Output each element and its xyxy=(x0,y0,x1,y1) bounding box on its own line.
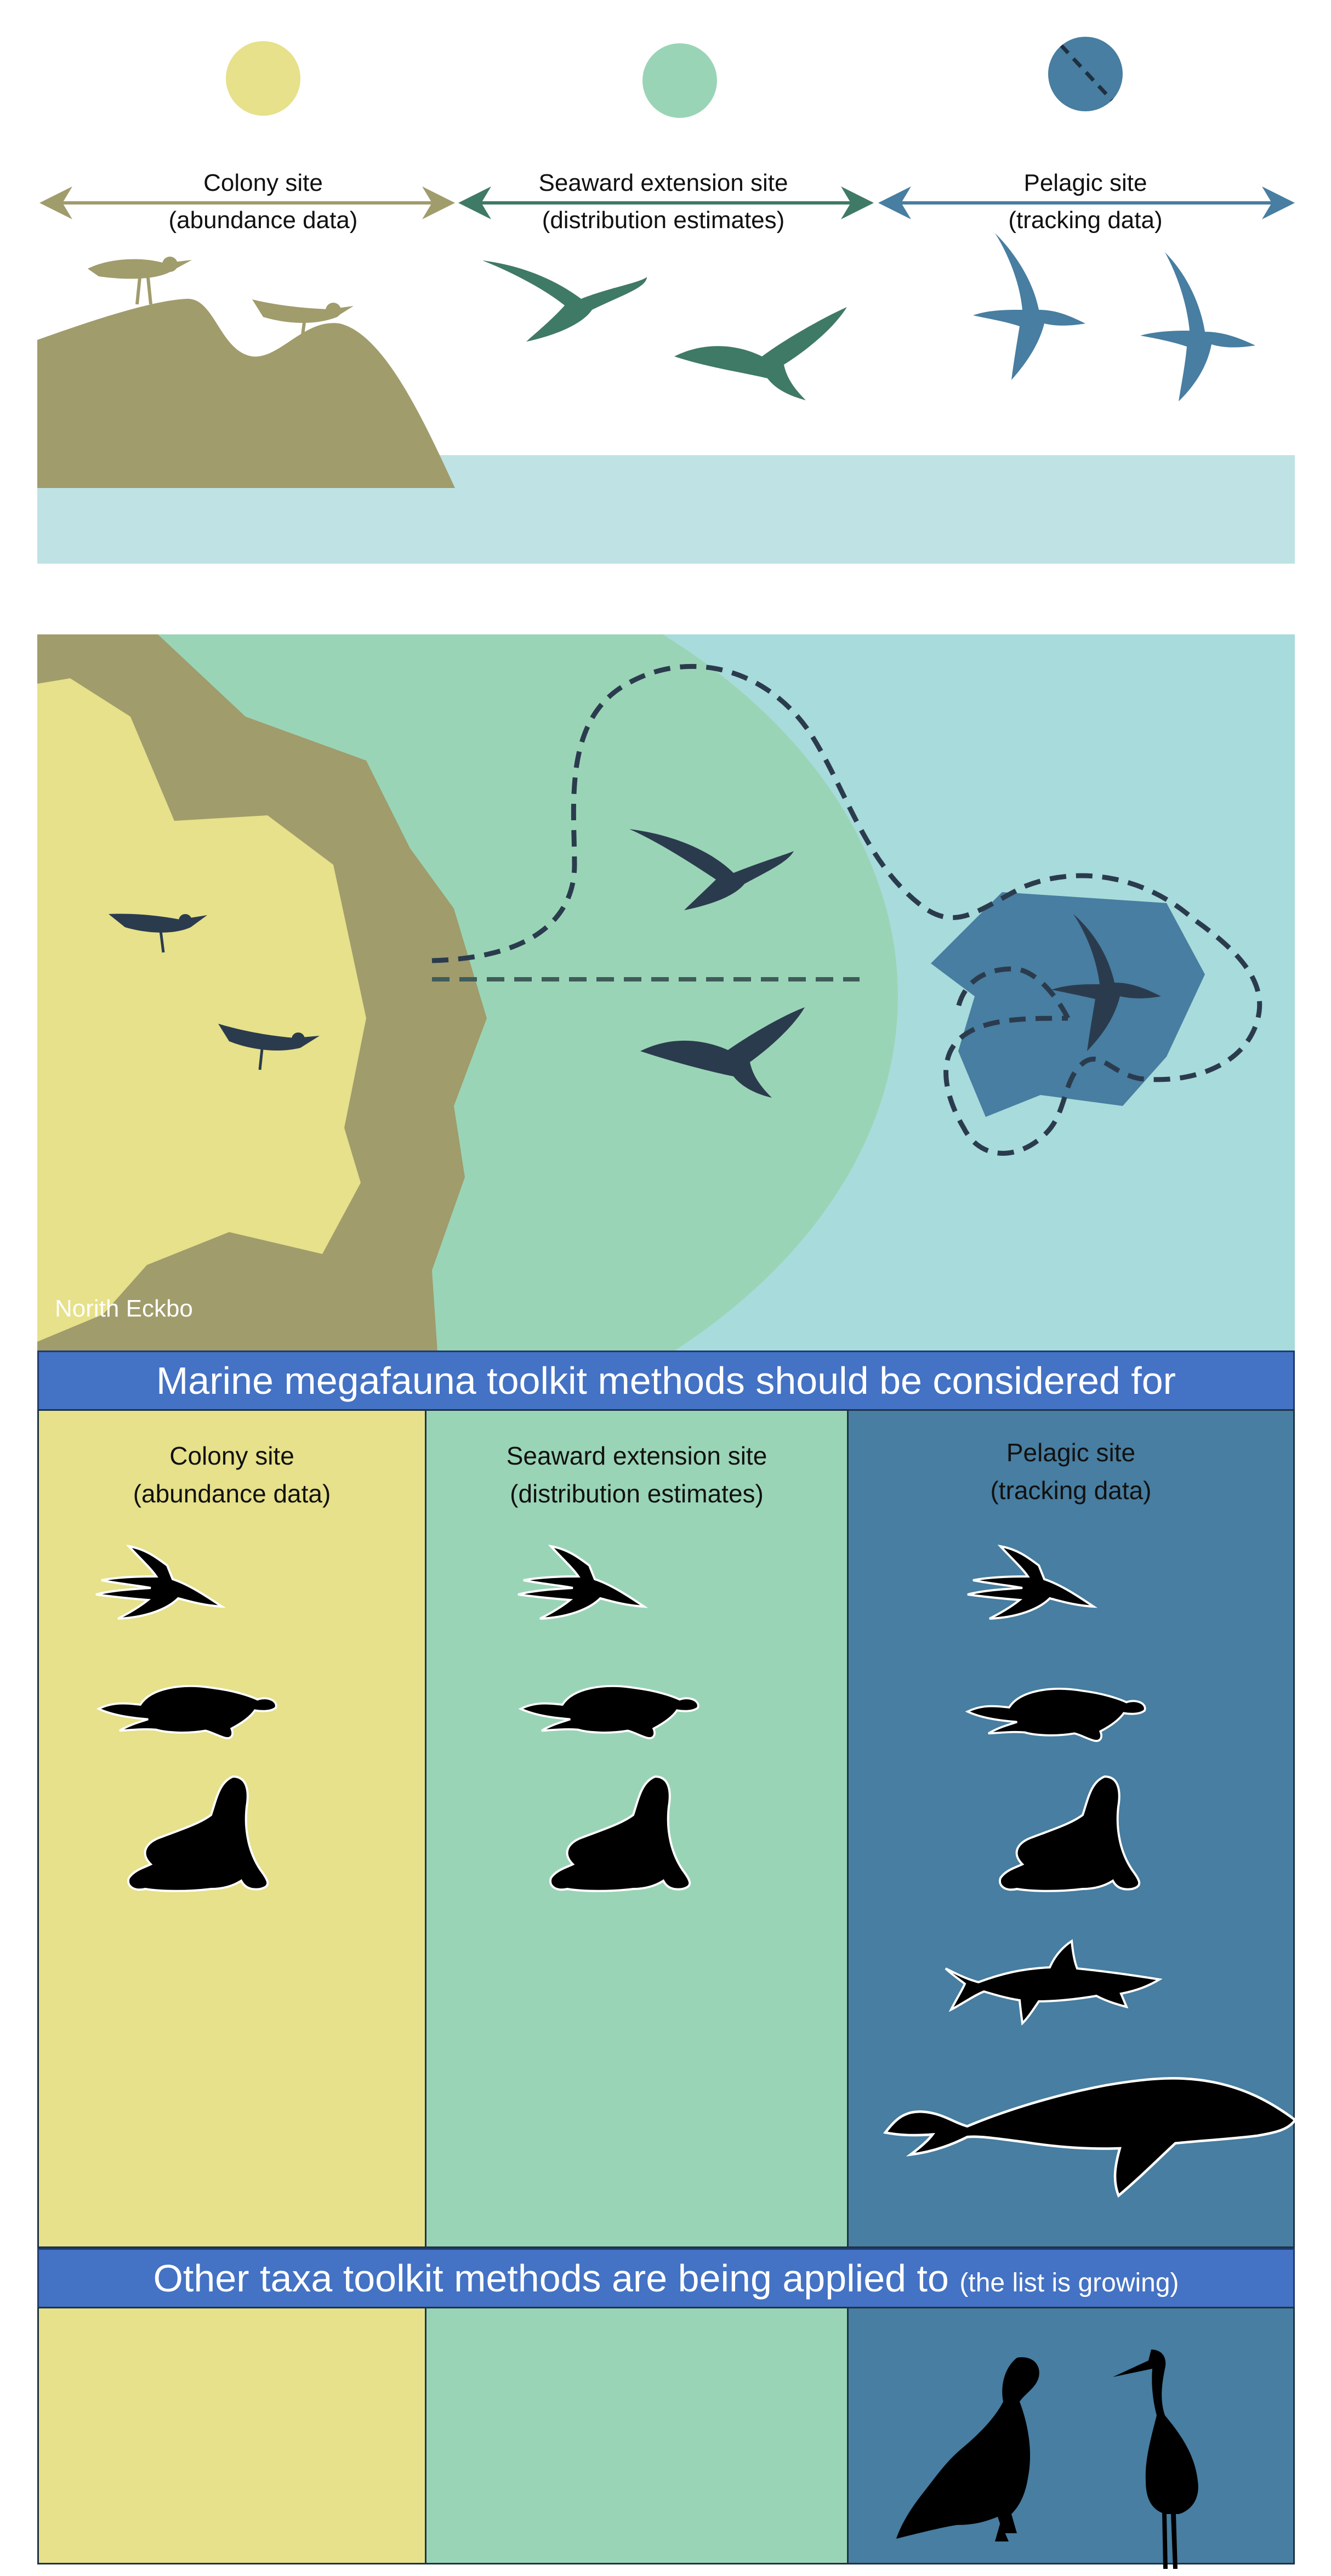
top-panel xyxy=(37,37,1295,564)
map-panel xyxy=(37,634,1295,1352)
seaward-label-top: Seaward extension site (distribution est… xyxy=(504,164,822,239)
other-taxa-banner-note: (the list is growing) xyxy=(959,2268,1179,2297)
colony-label-line1: Colony site xyxy=(203,169,323,196)
marine-colony-title: Colony site (abundance data) xyxy=(39,1437,425,1513)
other-taxa-banner-main: Other taxa toolkit methods are being app… xyxy=(153,2257,949,2300)
seaward-legend-circle xyxy=(642,43,717,118)
marine-seaward-title-line2: (distribution estimates) xyxy=(510,1479,764,1508)
marine-banner: Marine megafauna toolkit methods should … xyxy=(37,1351,1295,1411)
pelagic-label-line2: (tracking data) xyxy=(1008,207,1163,234)
other-seaward-column xyxy=(425,2307,849,2564)
colony-label-top: Colony site (abundance data) xyxy=(126,164,400,239)
pelagic-label-top: Pelagic site (tracking data) xyxy=(948,164,1222,239)
map-flying-tern-icon-1 xyxy=(629,829,794,910)
vulture-icon xyxy=(896,2357,1039,2541)
shearwater-icon-2 xyxy=(1140,252,1255,401)
colony-land xyxy=(37,298,455,488)
marine-colony-title-line1: Colony site xyxy=(169,1442,294,1470)
map-shearwater-icon xyxy=(1051,914,1161,1051)
pelagic-label-line1: Pelagic site xyxy=(1023,169,1147,196)
flying-tern-icon-2 xyxy=(674,307,847,400)
standing-tern-icon-1 xyxy=(88,257,192,305)
marine-pelagic-title-line2: (tracking data) xyxy=(990,1476,1152,1505)
marine-seaward-title-line1: Seaward extension site xyxy=(506,1442,767,1470)
map-tern-icon-1 xyxy=(109,913,207,953)
marine-colony-title-line2: (abundance data) xyxy=(133,1479,331,1508)
other-colony-column xyxy=(37,2307,426,2564)
map-place-label: Norith Eckbo xyxy=(55,1295,193,1322)
shearwater-icon-1 xyxy=(973,233,1085,380)
flying-tern-icon-1 xyxy=(482,260,647,342)
colony-legend-circle xyxy=(226,41,300,116)
marine-seaward-title: Seaward extension site (distribution est… xyxy=(426,1437,847,1513)
marine-pelagic-title-line1: Pelagic site xyxy=(1006,1438,1136,1467)
foraging-area xyxy=(931,892,1205,1117)
seaward-label-line1: Seaward extension site xyxy=(538,169,788,196)
tracking-path xyxy=(431,663,1262,1156)
colony-island xyxy=(37,678,366,1342)
colony-label-line2: (abundance data) xyxy=(168,207,358,234)
seaward-label-line2: (distribution estimates) xyxy=(542,207,785,234)
map-tern-icon-2 xyxy=(218,1024,320,1070)
marine-pelagic-title: Pelagic site (tracking data) xyxy=(849,1434,1293,1510)
stork-icon xyxy=(1113,2350,1198,2569)
standing-tern-icon-2 xyxy=(252,299,354,344)
pelagic-legend-circle xyxy=(1048,37,1123,111)
marine-banner-text: Marine megafauna toolkit methods should … xyxy=(156,1359,1176,1402)
map-flying-tern-icon-2 xyxy=(640,1007,805,1098)
